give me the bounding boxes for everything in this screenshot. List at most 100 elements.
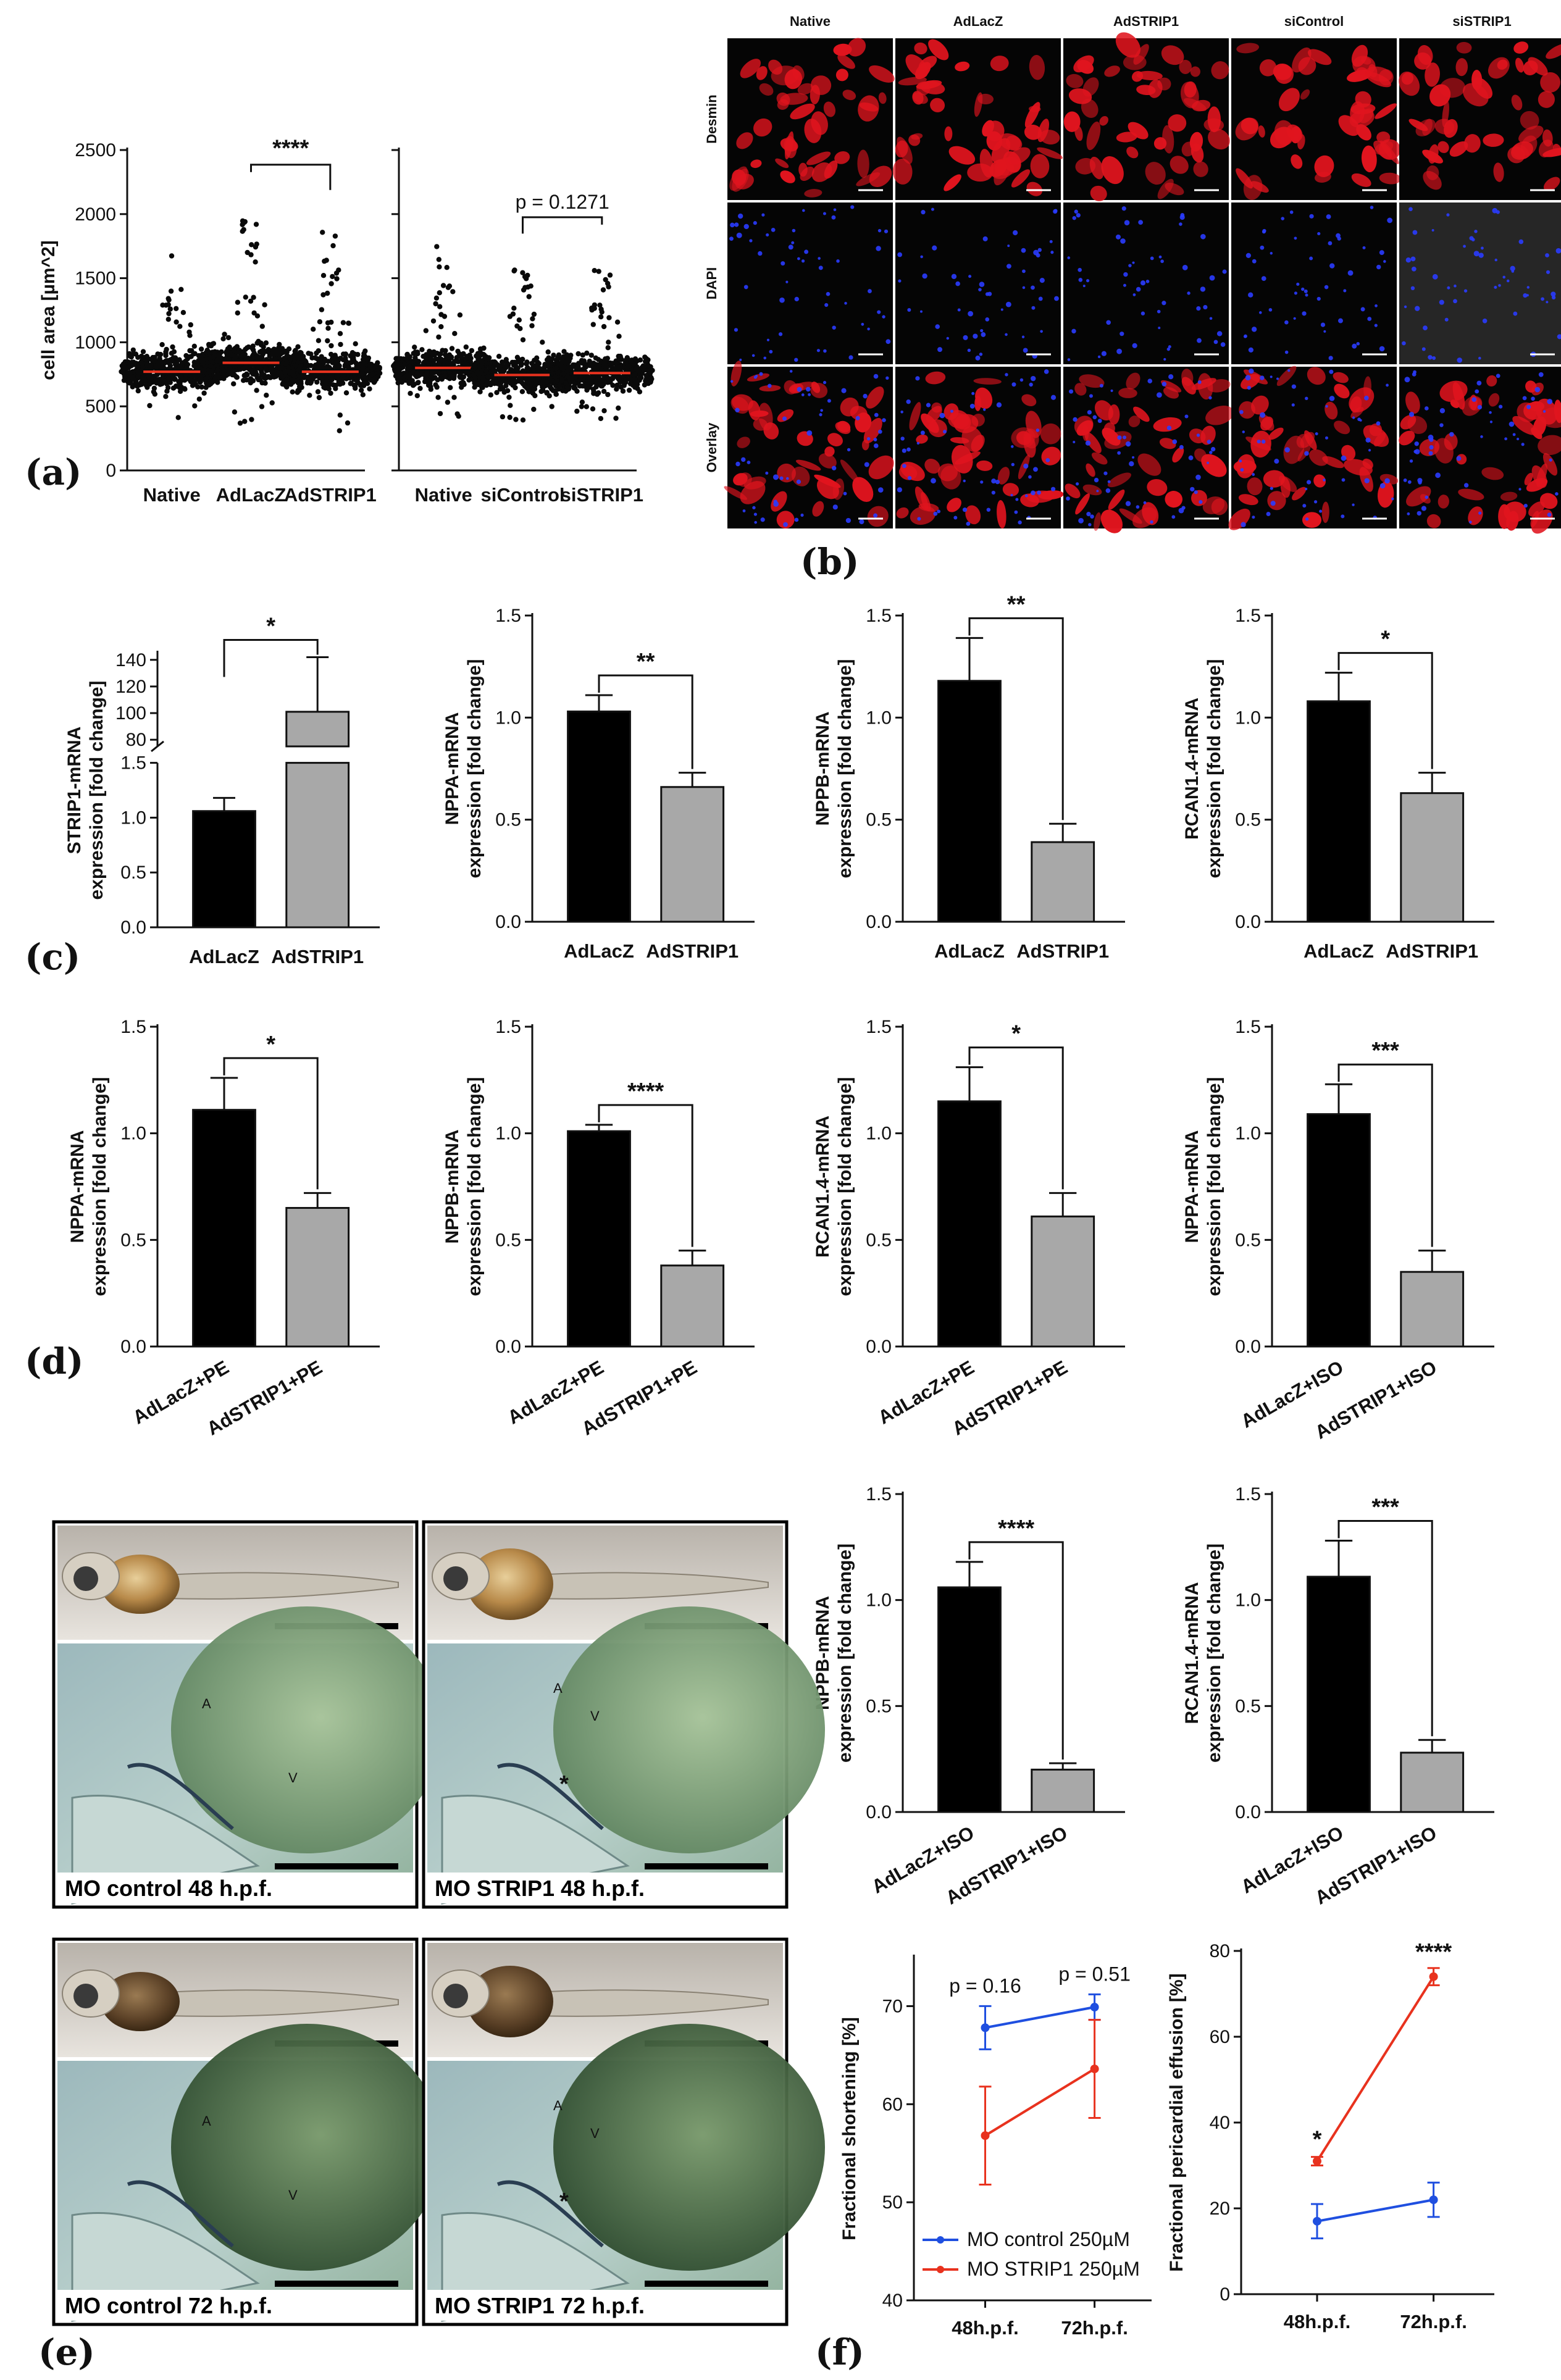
- data-point: [530, 316, 535, 322]
- micrograph-siSTRIP1-Desmin: [1399, 38, 1561, 200]
- dapi-nucleus: [1549, 458, 1552, 462]
- data-point: [165, 302, 171, 307]
- dapi-nucleus: [735, 461, 740, 467]
- data-point: [329, 319, 334, 325]
- data-point: [251, 294, 256, 300]
- dapi-nucleus: [1347, 270, 1354, 276]
- data-point: [605, 375, 610, 380]
- data-point: [193, 377, 198, 383]
- legend-marker: [937, 2236, 944, 2244]
- dapi-nucleus: [951, 273, 957, 280]
- data-point: [144, 359, 149, 365]
- dapi-nucleus: [818, 265, 823, 270]
- data-point: [261, 372, 267, 378]
- y-tick-label: 1.0: [120, 1124, 146, 1144]
- atrium-label: A: [553, 2098, 563, 2113]
- yolk-closeup: [171, 1606, 443, 1853]
- data-point: [361, 351, 367, 356]
- data-point: [262, 302, 267, 307]
- data-point: [548, 384, 553, 390]
- dapi-nucleus: [1270, 486, 1273, 490]
- data-point: [605, 345, 611, 351]
- dapi-nucleus: [1471, 397, 1477, 402]
- dapi-nucleus: [779, 476, 784, 480]
- dapi-nucleus: [1023, 348, 1028, 353]
- dapi-nucleus: [754, 520, 757, 524]
- data-point: [644, 375, 650, 381]
- dapi-nucleus: [884, 229, 889, 233]
- data-point: [329, 281, 334, 286]
- data-point: [237, 420, 243, 426]
- data-point: [290, 369, 296, 374]
- data-point: [177, 388, 183, 395]
- dapi-nucleus: [1168, 345, 1171, 349]
- dapi-nucleus: [1220, 342, 1226, 347]
- dapi-nucleus: [979, 353, 983, 356]
- data-point: [351, 382, 357, 388]
- dapi-nucleus: [1028, 475, 1032, 479]
- dapi-nucleus: [816, 349, 821, 353]
- data-point: [354, 377, 360, 383]
- dapi-nucleus: [861, 322, 864, 326]
- y-tick-label: 1.0: [120, 808, 146, 828]
- dapi-nucleus: [1073, 417, 1078, 422]
- dapi-nucleus: [760, 517, 765, 522]
- data-point: [584, 350, 590, 356]
- dapi-nucleus: [1166, 425, 1172, 430]
- dapi-nucleus: [876, 246, 881, 251]
- dapi-nucleus: [1119, 332, 1124, 336]
- dapi-nucleus: [867, 327, 870, 331]
- data-point: [1313, 2157, 1321, 2166]
- micrograph-Native-Desmin: [727, 38, 895, 200]
- data-point: [274, 372, 280, 377]
- dapi-nucleus: [1489, 411, 1492, 414]
- data-point: [592, 268, 597, 273]
- dapi-nucleus: [1209, 451, 1213, 454]
- dapi-nucleus: [758, 251, 763, 256]
- dapi-nucleus: [980, 328, 984, 333]
- dapi-nucleus: [1439, 423, 1444, 427]
- data-point: [437, 290, 442, 296]
- dapi-nucleus: [859, 519, 864, 525]
- dapi-nucleus: [1494, 258, 1497, 262]
- panel-letter-b: (b): [800, 541, 859, 583]
- data-point: [580, 352, 585, 358]
- dapi-nucleus: [800, 513, 804, 517]
- data-point: [123, 372, 128, 377]
- dapi-nucleus: [882, 418, 886, 422]
- dapi-nucleus: [847, 448, 851, 452]
- x-category-label: Native: [143, 484, 201, 506]
- x-category-label: AdSTRIP1: [1016, 940, 1109, 962]
- dapi-nucleus: [1013, 230, 1018, 236]
- dapi-nucleus: [1066, 496, 1070, 501]
- embryo-eye: [443, 1984, 468, 2008]
- dapi-nucleus: [1284, 320, 1289, 325]
- data-point: [596, 269, 601, 274]
- dapi-nucleus: [1379, 346, 1385, 352]
- data-point: [187, 348, 193, 354]
- dapi-nucleus: [808, 393, 811, 396]
- immunofluorescence-grid: Native AdLacZ AdSTRIP1 siControl siSTRIP1 Des…: [704, 14, 1561, 534]
- data-point: [571, 385, 577, 391]
- dapi-nucleus: [1006, 264, 1011, 269]
- dapi-nucleus: [1446, 213, 1450, 217]
- dapi-nucleus: [766, 338, 770, 341]
- dapi-nucleus: [1190, 486, 1195, 492]
- data-point: [286, 365, 291, 370]
- data-point: [617, 354, 624, 360]
- zebrafish-caption: MO control 72 h.p.f.: [65, 2293, 272, 2318]
- dapi-nucleus: [962, 507, 968, 512]
- dapi-nucleus: [1305, 293, 1308, 297]
- dapi-nucleus: [1287, 369, 1291, 372]
- data-point: [249, 242, 254, 248]
- dapi-nucleus: [1423, 325, 1428, 331]
- data-point: [472, 385, 477, 390]
- dapi-nucleus: [1078, 278, 1083, 282]
- significance-label: *: [266, 1032, 275, 1058]
- dapi-nucleus: [866, 437, 871, 441]
- dapi-nucleus: [1376, 264, 1381, 270]
- data-point: [359, 371, 365, 377]
- data-point: [319, 354, 324, 359]
